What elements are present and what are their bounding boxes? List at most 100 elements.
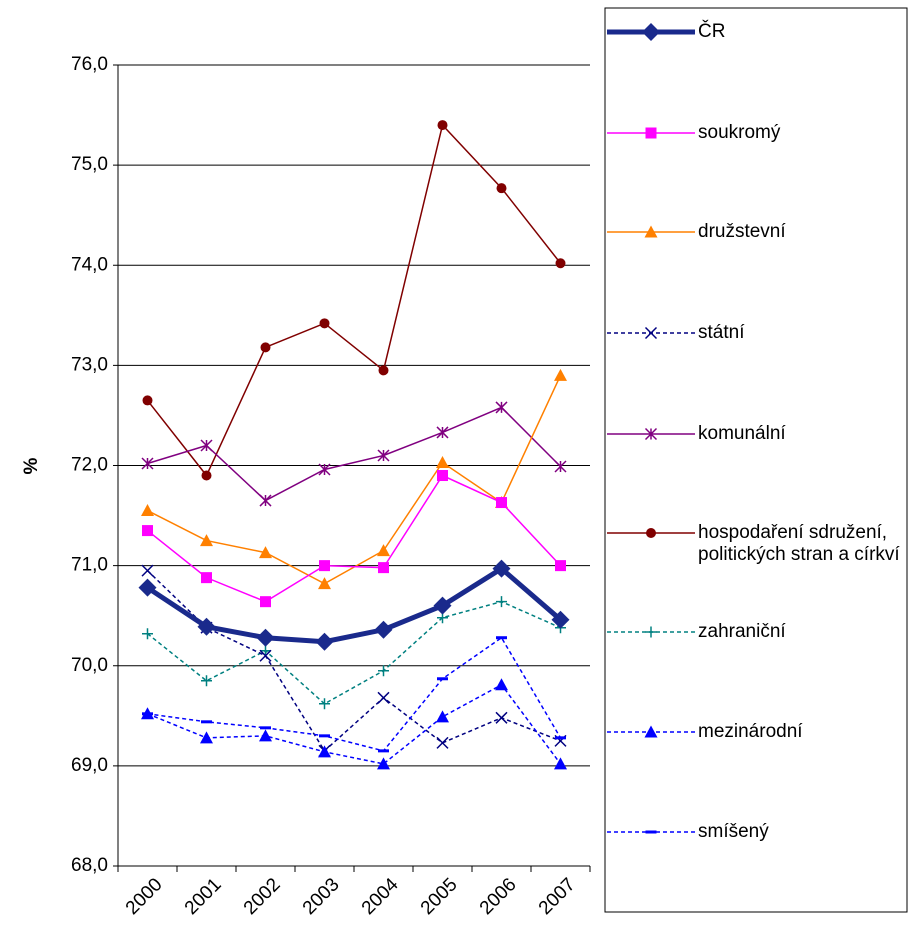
legend-label: družstevní xyxy=(698,221,786,242)
y-axis-label: % xyxy=(21,457,42,474)
marker xyxy=(201,572,212,584)
marker xyxy=(200,439,213,452)
y-tick-label: 72,0 xyxy=(71,455,108,476)
marker xyxy=(141,504,154,517)
marker xyxy=(433,596,452,615)
marker xyxy=(259,649,272,662)
x-tick-label: 2007 xyxy=(535,874,580,919)
legend-label: smíšený xyxy=(698,821,769,842)
marker xyxy=(138,578,157,597)
marker xyxy=(436,455,449,468)
marker xyxy=(141,457,154,470)
marker xyxy=(436,736,449,749)
y-tick-label: 69,0 xyxy=(71,755,108,776)
marker xyxy=(259,729,272,742)
marker xyxy=(551,610,570,629)
x-tick-label: 2004 xyxy=(358,874,403,919)
x-tick-label: 2005 xyxy=(417,874,462,919)
series-line xyxy=(147,683,562,765)
marker xyxy=(318,577,331,590)
marker xyxy=(554,460,567,473)
marker xyxy=(495,711,508,724)
marker xyxy=(554,757,567,770)
legend-label: hospodaření sdružení, politických stran … xyxy=(698,522,900,565)
marker xyxy=(200,731,213,744)
marker xyxy=(495,678,508,691)
marker xyxy=(492,559,511,578)
legend-label: mezinárodní xyxy=(698,721,803,742)
marker xyxy=(646,528,656,538)
legend-label: zahraniční xyxy=(698,621,786,642)
y-tick-label: 71,0 xyxy=(71,555,108,576)
marker xyxy=(377,544,390,557)
series-line xyxy=(146,565,563,645)
marker xyxy=(644,725,658,738)
legend-box xyxy=(604,7,908,913)
marker xyxy=(437,120,448,131)
y-tick-label: 70,0 xyxy=(71,655,108,676)
marker xyxy=(141,564,154,577)
marker xyxy=(644,326,658,340)
marker xyxy=(319,698,330,710)
marker xyxy=(645,626,657,638)
marker xyxy=(436,710,449,723)
marker xyxy=(378,665,389,677)
series-line xyxy=(146,570,561,753)
legend-label: komunální xyxy=(698,423,786,444)
marker xyxy=(260,342,271,353)
marker xyxy=(555,258,566,269)
marker xyxy=(141,707,154,720)
x-tick-label: 2003 xyxy=(299,874,344,919)
marker xyxy=(377,449,390,462)
marker xyxy=(142,525,153,537)
series-line xyxy=(147,636,562,752)
legend-label: ČR xyxy=(698,21,726,42)
marker xyxy=(260,596,271,608)
marker xyxy=(378,562,389,574)
marker xyxy=(318,463,331,476)
marker xyxy=(644,225,658,238)
series-line xyxy=(147,406,562,502)
marker xyxy=(259,494,272,507)
marker xyxy=(201,470,212,481)
marker xyxy=(496,497,507,509)
marker xyxy=(644,427,658,441)
marker xyxy=(142,628,153,640)
marker xyxy=(495,401,508,414)
legend-label: soukromý xyxy=(698,122,781,143)
y-tick-label: 76,0 xyxy=(71,54,108,75)
legend-label: státní xyxy=(698,322,745,343)
marker xyxy=(319,560,330,572)
marker xyxy=(555,560,566,572)
marker xyxy=(197,617,216,636)
marker xyxy=(496,596,507,608)
marker xyxy=(645,127,657,139)
marker xyxy=(437,470,448,482)
marker xyxy=(315,632,334,651)
marker xyxy=(378,365,389,376)
series-line xyxy=(147,600,561,705)
marker xyxy=(319,318,330,329)
x-tick-label: 2002 xyxy=(240,874,285,919)
y-tick-label: 73,0 xyxy=(71,354,108,375)
y-tick-label: 75,0 xyxy=(71,154,108,175)
marker xyxy=(142,395,153,406)
y-tick-label: 74,0 xyxy=(71,254,108,275)
marker xyxy=(374,620,393,639)
marker xyxy=(377,757,390,770)
marker xyxy=(201,675,212,687)
marker xyxy=(260,645,271,657)
marker xyxy=(318,745,331,758)
x-tick-label: 2000 xyxy=(122,874,167,919)
series-line xyxy=(147,474,562,603)
marker xyxy=(200,534,213,547)
x-tick-label: 2006 xyxy=(476,874,521,919)
marker xyxy=(496,183,507,194)
marker xyxy=(436,426,449,439)
series-line xyxy=(146,123,562,477)
marker xyxy=(377,691,390,704)
marker xyxy=(256,628,275,647)
y-tick-label: 68,0 xyxy=(71,855,108,876)
